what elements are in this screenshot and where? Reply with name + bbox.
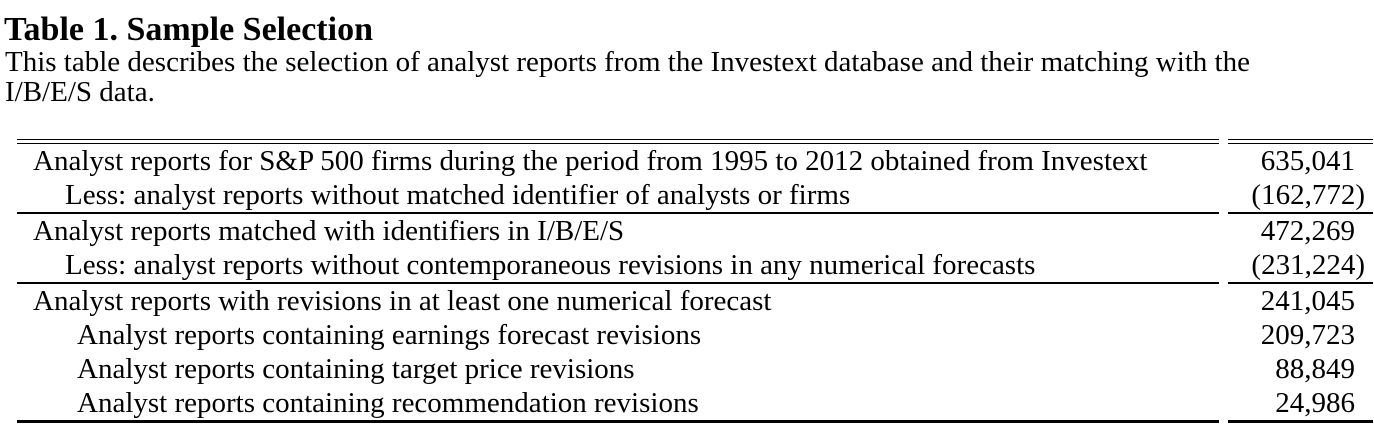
row-label: Analyst reports for S&P 500 firms during… (33, 144, 1148, 177)
row-value: (231,224) (1251, 248, 1365, 281)
rule-segment (17, 281, 1219, 284)
table-section-rule (17, 211, 1373, 214)
row-value: 209,723 (1260, 318, 1355, 351)
table-row: Analyst reports containing recommendatio… (17, 386, 1373, 420)
rule-gap (1219, 420, 1228, 423)
rule-segment (1228, 211, 1373, 214)
row-label: Analyst reports containing target price … (77, 352, 635, 385)
row-value: 635,041 (1260, 144, 1355, 177)
table-row: Analyst reports for S&P 500 firms during… (17, 144, 1373, 178)
table-row: Analyst reports matched with identifiers… (17, 214, 1373, 248)
row-value: 88,849 (1275, 352, 1355, 385)
row-value: 24,986 (1275, 386, 1355, 419)
sample-selection-table: Analyst reports for S&P 500 firms during… (17, 139, 1373, 423)
table-section: Analyst reports with revisions in at lea… (17, 284, 1373, 420)
table-section: Analyst reports matched with identifiers… (17, 214, 1373, 282)
table-row: Analyst reports with revisions in at lea… (17, 284, 1373, 318)
row-label: Less: analyst reports without matched id… (65, 178, 851, 211)
row-label: Analyst reports matched with identifiers… (33, 214, 625, 247)
rule-segment (1228, 139, 1373, 144)
row-value: (162,772) (1251, 178, 1365, 211)
table-bottom-rule (17, 419, 1373, 423)
description-line: This table describes the selection of an… (5, 46, 1250, 78)
row-label: Less: analyst reports without contempora… (65, 248, 1036, 281)
table-row: Less: analyst reports without matched id… (17, 178, 1373, 212)
rule-segment (17, 139, 1219, 144)
table-section-rule (17, 281, 1373, 284)
row-label: Analyst reports with revisions in at lea… (33, 284, 772, 317)
table-description: This table describes the selection of an… (5, 47, 1250, 107)
row-value: 241,045 (1260, 284, 1355, 317)
table-row: Analyst reports containing target price … (17, 352, 1373, 386)
row-label: Analyst reports containing earnings fore… (77, 318, 702, 351)
row-value: 472,269 (1260, 214, 1355, 247)
description-line: I/B/E/S data. (5, 76, 155, 108)
row-label: Analyst reports containing recommendatio… (77, 386, 699, 419)
rule-segment (1228, 281, 1373, 284)
table-title: Table 1. Sample Selection (4, 10, 373, 48)
table-top-double-rule (17, 139, 1373, 144)
table-row: Analyst reports containing earnings fore… (17, 318, 1373, 352)
table-section: Analyst reports for S&P 500 firms during… (17, 144, 1373, 212)
table-row: Less: analyst reports without contempora… (17, 248, 1373, 282)
rule-segment (1228, 419, 1373, 423)
rule-segment (17, 419, 1219, 423)
rule-segment (17, 211, 1219, 214)
